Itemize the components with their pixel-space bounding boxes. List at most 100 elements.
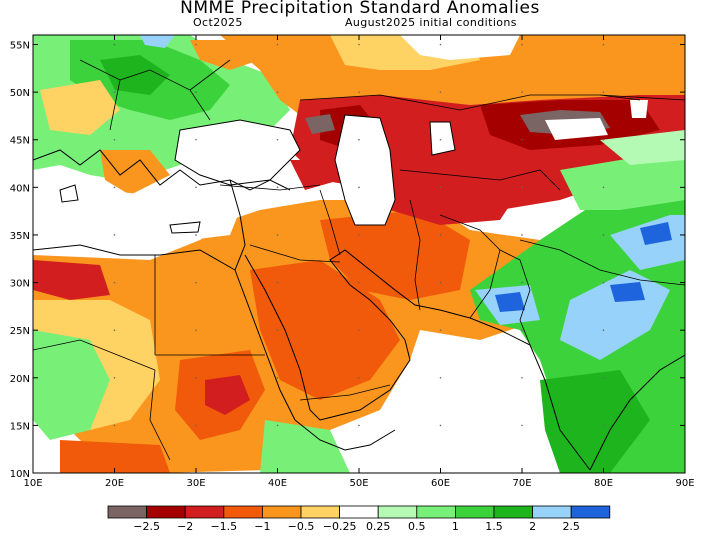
colorbar-swatch: [493, 505, 533, 519]
sudan-very-dry: [205, 375, 250, 415]
colorbar-swatch: [339, 505, 379, 519]
lat-tick-label: 55N: [10, 41, 30, 52]
colorbar-label: 0.25: [366, 520, 391, 533]
afghan-dry: [380, 165, 520, 225]
coastlines: [33, 114, 685, 471]
grid-dot: [602, 376, 605, 379]
country-borders: [33, 59, 685, 461]
grid-dot: [358, 234, 360, 236]
grid-dot: [276, 138, 279, 141]
bengal-blue-core: [610, 282, 645, 302]
mediterranean-islands: [59, 184, 201, 234]
grid-dot: [113, 91, 116, 93]
colorbar-swatch: [107, 505, 147, 519]
colorbar-label: 2.5: [562, 520, 580, 533]
grid-dot: [439, 43, 442, 46]
balkan-dry-patch: [100, 150, 170, 195]
lat-tick-label: 45N: [10, 136, 30, 147]
colorbar-swatch: [184, 505, 225, 519]
border-europe: [79, 59, 231, 131]
grid-dot: [521, 234, 523, 236]
colorbar-label: 1.5: [485, 520, 503, 533]
lon-tick-label: 40E: [268, 478, 287, 489]
india-east-coast: [589, 354, 685, 471]
blue-patch-north: [140, 35, 175, 48]
grid-dot: [521, 424, 523, 427]
map-title: NMME Precipitation Standard Anomalies: [180, 0, 540, 18]
colorbar-swatch: [223, 505, 263, 519]
blacksea-coast: [174, 119, 301, 186]
colorbar-swatch: [454, 505, 495, 519]
grid-dot: [521, 376, 523, 379]
grid-dot: [439, 329, 442, 331]
levant-coast: [229, 179, 246, 271]
grid-dot: [276, 329, 279, 331]
lon-tick-label: 20E: [105, 478, 124, 489]
grid-dot: [439, 376, 442, 379]
grid-dot: [602, 281, 605, 284]
grid-dot: [521, 281, 523, 284]
border-kaz-rus: [299, 94, 641, 111]
lon-tick-label: 80E: [594, 478, 613, 489]
libya-very-dry: [33, 260, 110, 300]
grid-dot: [358, 329, 360, 331]
arabia-south-coast: [319, 339, 411, 421]
colorbar: −2.5 −2 −1.5 −1 −0.5 −0.25 0.25 0.5 1 1.5 2 2.5: [107, 505, 611, 533]
grid-dot: [195, 234, 197, 236]
grid-dot: [276, 424, 279, 427]
border-pak-india: [499, 249, 531, 346]
grid-dot: [276, 376, 279, 379]
colorbar-swatch: [570, 505, 611, 519]
colorbar-label: −1.5: [210, 520, 237, 533]
grid-dot: [358, 91, 360, 93]
europe-coast: [33, 149, 291, 191]
border-iran-iraq: [319, 189, 341, 256]
colorbar-swatch: [300, 505, 340, 519]
grid-dot: [439, 281, 442, 284]
grid-dot: [358, 376, 360, 379]
grid-dot: [521, 43, 523, 46]
aral-mask: [430, 122, 455, 155]
grid-dot: [439, 138, 442, 141]
westafrica-wet: [33, 330, 110, 440]
grid-dot: [602, 234, 605, 236]
lon-tick-label: 10E: [23, 478, 42, 489]
lat-tick-label: 10N: [10, 469, 30, 480]
gulf-coast: [329, 249, 471, 341]
colorbar-label: −0.5: [288, 520, 315, 533]
grid-dot: [113, 186, 116, 189]
colorbar-label: 2: [529, 520, 536, 533]
horn-wet: [260, 420, 350, 473]
pakistan-blue-core: [495, 292, 525, 312]
grid-dot: [358, 424, 360, 427]
grid-dot: [521, 186, 523, 189]
colorbar-label: −0.25: [323, 520, 357, 533]
blacksea-mask: [175, 120, 300, 185]
africa-south-dry: [60, 440, 170, 473]
colorbar-swatch: [377, 505, 418, 519]
lat-tick-label: 40N: [10, 183, 30, 194]
grid-dot: [358, 186, 360, 189]
lon-tick-label: 50E: [349, 478, 368, 489]
lat-tick-label: 25N: [10, 326, 30, 337]
lon-tick-label: 60E: [431, 478, 450, 489]
colorbar-swatch: [261, 505, 302, 519]
border-mongolia: [599, 94, 685, 101]
india-west-coast: [469, 317, 591, 471]
lon-tick-label: 90E: [675, 478, 694, 489]
grid-dot: [521, 91, 523, 93]
grid-dot: [195, 424, 197, 427]
grid-dot: [276, 43, 279, 46]
caucasus-dry: [290, 160, 340, 190]
lat-tick-label: 15N: [10, 421, 30, 432]
grid-dot: [358, 281, 360, 284]
border-sudan-chad: [149, 369, 171, 461]
grid-dot: [358, 43, 360, 46]
lon-tick-label: 30E: [186, 478, 205, 489]
grid-dot: [602, 329, 605, 331]
grid-dot: [358, 138, 360, 141]
border-iran-afghan: [409, 199, 421, 311]
grid-dot: [195, 186, 197, 189]
grid-dot: [113, 424, 116, 427]
grid-dot: [195, 43, 197, 46]
